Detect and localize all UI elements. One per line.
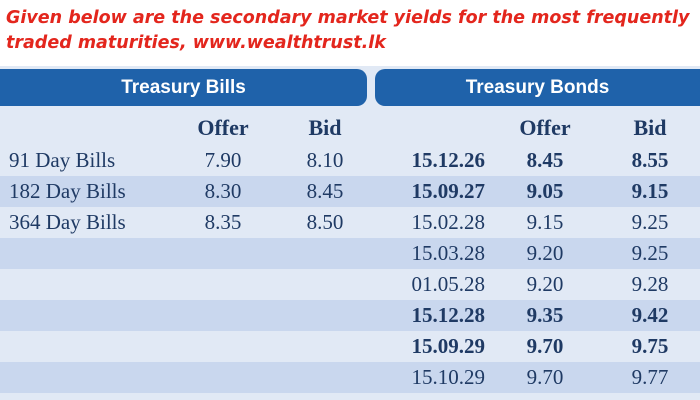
bill-bid: 8.10	[306, 148, 344, 172]
table-row: 182 Day Bills 8.30 8.45 15.09.27 9.05 9.15	[0, 176, 700, 207]
bond-offer: 9.15	[526, 210, 564, 234]
treasury-bonds-header: Treasury Bonds	[375, 69, 700, 106]
bond-bid: 9.42	[631, 303, 669, 327]
bond-offer: 9.20	[526, 272, 564, 296]
table-row: 15.12.28 9.35 9.42	[0, 300, 700, 331]
bonds-offer-header: Offer	[519, 115, 571, 140]
bond-offer: 8.45	[526, 148, 564, 172]
bill-name: 91 Day Bills	[9, 148, 116, 172]
bond-bid: 9.25	[631, 241, 669, 265]
table-row: 15.10.29 9.70 9.77	[0, 362, 700, 393]
bill-offer: 8.35	[204, 210, 242, 234]
bond-maturity: 15.03.28	[411, 241, 486, 265]
bond-offer: 9.70	[526, 334, 564, 358]
caption-line-1: Given below are the secondary market yie…	[6, 8, 690, 28]
bills-offer-header: Offer	[197, 115, 249, 140]
bond-offer: 9.20	[526, 241, 564, 265]
bond-maturity: 15.12.26	[411, 148, 486, 172]
bond-offer: 9.35	[526, 303, 564, 327]
bond-bid: 9.25	[631, 210, 669, 234]
bill-bid: 8.45	[306, 179, 344, 203]
bonds-bid-header: Bid	[633, 115, 667, 140]
caption: Given below are the secondary market yie…	[6, 6, 696, 56]
bond-offer: 9.70	[526, 365, 564, 389]
bond-bid: 9.15	[631, 179, 669, 203]
bill-name: 364 Day Bills	[9, 210, 126, 234]
table-row: 364 Day Bills 8.35 8.50 15.02.28 9.15 9.25	[0, 207, 700, 238]
bill-bid: 8.50	[306, 210, 344, 234]
bond-maturity: 15.02.28	[411, 210, 486, 234]
bond-maturity: 15.10.29	[411, 365, 486, 389]
column-header-row: Offer Bid Offer Bid	[0, 111, 700, 145]
bond-bid: 9.75	[631, 334, 669, 358]
bill-offer: 7.90	[204, 148, 242, 172]
table-row: 01.05.28 9.20 9.28	[0, 269, 700, 300]
bond-bid: 9.28	[631, 272, 669, 296]
bond-bid: 8.55	[631, 148, 669, 172]
yields-table: Treasury Bills Treasury Bonds Offer Bid …	[0, 66, 700, 400]
bond-bid: 9.77	[631, 365, 669, 389]
table-row: 15.09.29 9.70 9.75	[0, 331, 700, 362]
bill-offer: 8.30	[204, 179, 242, 203]
table-row: 15.03.28 9.20 9.25	[0, 238, 700, 269]
bond-offer: 9.05	[526, 179, 564, 203]
bill-name: 182 Day Bills	[9, 179, 126, 203]
bond-maturity: 15.09.29	[411, 334, 486, 358]
table-row: 91 Day Bills 7.90 8.10 15.12.26 8.45 8.55	[0, 145, 700, 176]
bond-maturity: 01.05.28	[411, 272, 486, 296]
bond-maturity: 15.09.27	[411, 179, 486, 203]
caption-line-2: traded maturities, www.wealthtrust.lk	[6, 33, 386, 53]
bills-bid-header: Bid	[308, 115, 342, 140]
treasury-bills-header: Treasury Bills	[0, 69, 367, 106]
yields-grid: Offer Bid Offer Bid 91 Day Bills 7.90 8.10…	[0, 111, 700, 393]
bond-maturity: 15.12.28	[411, 303, 486, 327]
